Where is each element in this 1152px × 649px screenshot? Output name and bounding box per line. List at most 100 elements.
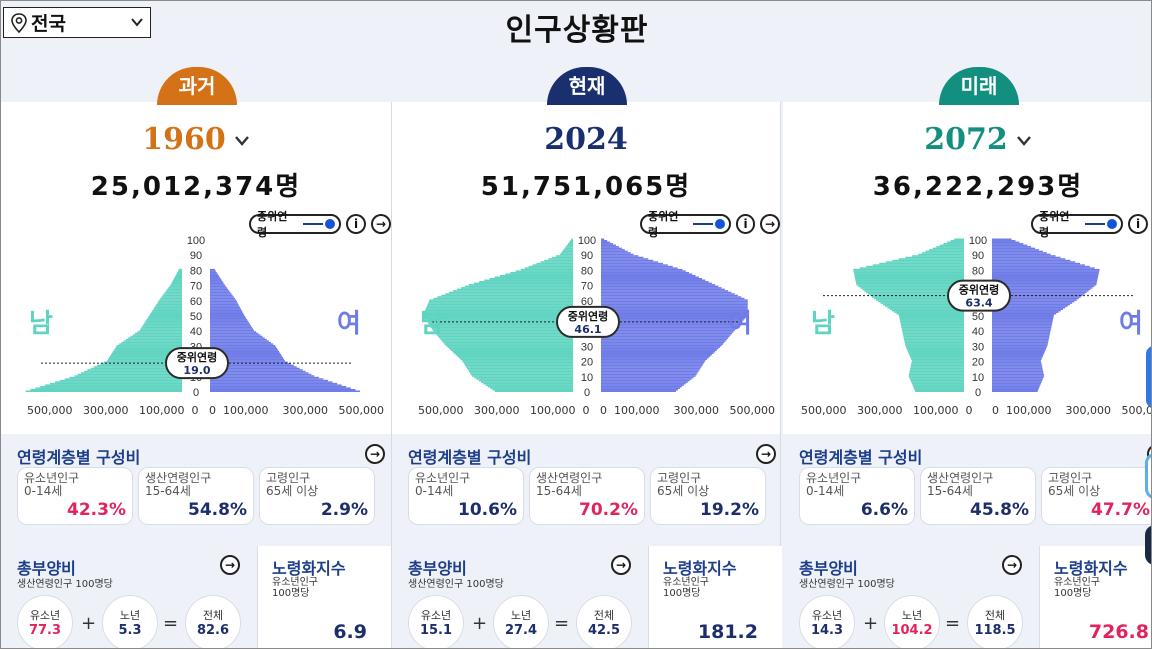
card-range: 15-64세 [145,484,191,498]
arrow-right-icon[interactable]: → [1002,555,1022,575]
arrow-right-icon[interactable]: → [760,214,780,234]
female-bar [601,349,717,351]
year-selector[interactable]: 1960 [1,122,391,157]
arrow-right-icon[interactable]: → [611,555,631,575]
female-bar [210,278,221,280]
equals-sign: = [945,613,961,634]
female-bar [601,337,729,339]
median-age-toggle[interactable]: 중위연령 [640,210,731,239]
year-selector[interactable]: 2072 [783,122,1151,157]
male-bar [444,343,573,345]
female-bar [210,325,252,327]
male-bar [427,303,573,306]
median-badge-label: 중위연령 [959,283,999,297]
arrow-right-icon[interactable]: → [756,444,776,464]
male-bar [910,379,964,382]
male-bar [939,244,964,247]
x-tick: 100,000 [1006,404,1052,417]
side-tab-dark[interactable] [1145,525,1151,565]
male-bar [862,288,964,291]
male-bar [425,308,573,310]
info-icon[interactable]: i [346,214,367,234]
female-bar [601,262,663,265]
male-bar [439,337,573,339]
female-bar [210,332,259,335]
period-column-0: 1960 25,012,374명 중위연령 i → 01020304050607… [1,102,392,648]
female-bar [992,352,1045,354]
female-bar [210,337,265,339]
side-tab-blue[interactable] [1146,346,1151,408]
female-bar [210,364,294,367]
female-bar [992,338,1049,341]
male-bar [909,370,964,373]
male-bar [487,385,573,388]
female-bar [601,332,733,335]
median-age-toggle[interactable]: 중위연령 [1031,210,1124,239]
year-value: 1960 [142,122,226,157]
male-bar [154,306,182,309]
male-bar [151,311,182,313]
median-age-toggle[interactable]: 중위연령 [249,210,342,239]
male-bar [160,297,182,300]
male-bar [515,270,573,272]
info-icon[interactable]: i [1128,214,1149,234]
male-bar [903,335,964,338]
female-bar [601,347,719,350]
female-bar [210,376,319,379]
male-bar [441,340,573,342]
female-bar [601,287,722,289]
male-bar [436,334,573,336]
bubble-value: 82.6 [196,623,230,638]
male-bar [556,255,573,257]
male-bar [452,350,573,353]
info-icon[interactable]: i [735,214,756,234]
female-bar [601,331,734,333]
male-bar [457,355,573,358]
female-bar [992,367,1043,370]
male-bar [435,332,573,335]
female-bar [992,387,1039,389]
male-bar [889,308,964,310]
arrow-right-icon[interactable]: → [220,555,240,575]
male-bar [954,238,964,240]
period-column-2: 2072 36,222,293명 중위연령 i → 01020304050607… [783,102,1151,648]
female-bar [210,369,303,371]
male-bar [45,384,182,386]
female-bar [210,387,351,389]
female-bar [601,352,714,354]
male-bar [153,308,182,310]
female-bar [210,370,306,373]
male-bar [424,309,573,312]
aging-value: 6.9 [333,621,367,643]
male-bar [911,381,964,383]
male-bar [97,364,182,367]
male-bar [135,332,182,335]
male-bar [910,357,964,359]
x-tick: 300,000 [857,404,903,417]
male-bar [880,302,964,304]
male-bar [87,369,182,371]
female-bar [210,331,257,333]
age-tick-label: 10 [581,372,593,384]
card-range: 65세 이상 [1048,484,1101,498]
arrow-right-icon[interactable]: → [365,444,385,464]
male-label: 남 [811,309,835,339]
bubble-value: 118.5 [974,623,1016,638]
female-bar [210,308,241,310]
male-bar [174,276,182,278]
female-bar [210,326,253,329]
female-bar [601,265,673,268]
male-bar [172,281,182,283]
equals-sign: = [163,613,179,634]
male-bar [424,311,573,313]
female-bar [601,246,619,248]
female-bar [601,253,634,256]
male-bar [885,261,964,263]
region-select[interactable]: 전국 [3,7,151,38]
population-pyramid-chart: 0102030405060708090100중위연령63.4남여 [811,235,1143,399]
arrow-right-icon[interactable]: → [371,214,392,234]
male-bar [460,287,573,289]
female-bar [992,325,1052,327]
card-label: 유소년인구 [806,471,862,485]
side-tab-ring[interactable] [1145,453,1151,499]
